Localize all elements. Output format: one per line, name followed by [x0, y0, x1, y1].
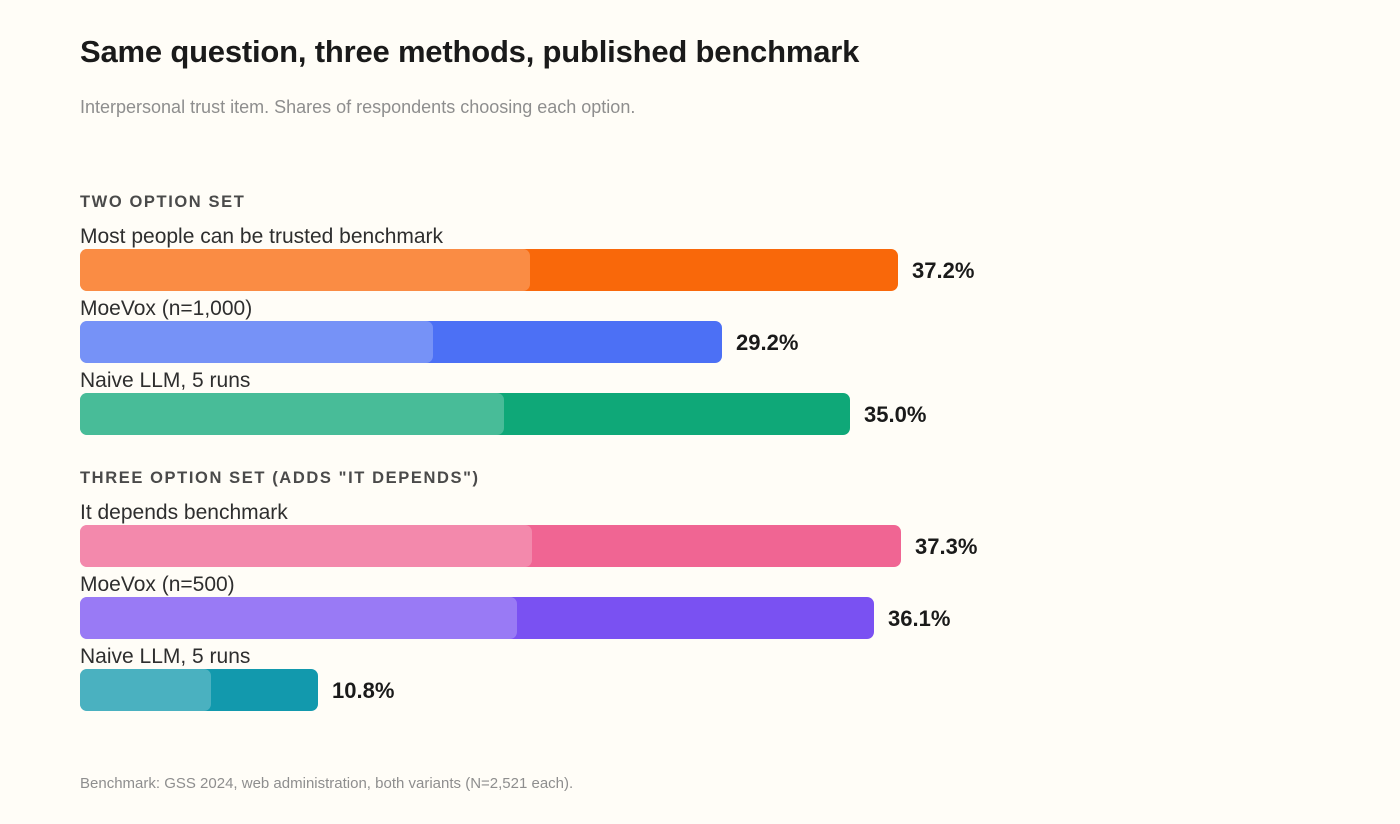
bar-highlight [80, 525, 532, 567]
bar [80, 669, 318, 711]
bar-highlight [80, 393, 504, 435]
bar [80, 525, 901, 567]
bar-highlight [80, 597, 517, 639]
group-heading: TWO OPTION SET [80, 193, 246, 211]
bar [80, 393, 850, 435]
group-heading: THREE OPTION SET (ADDS "IT DEPENDS") [80, 469, 480, 487]
bar [80, 249, 898, 291]
bar-value-label: 36.1% [888, 606, 951, 631]
bar-label: Most people can be trusted benchmark [80, 225, 444, 248]
bar-label: MoeVox (n=500) [80, 573, 235, 596]
bar-label: Naive LLM, 5 runs [80, 645, 251, 668]
chart-subtitle: Interpersonal trust item. Shares of resp… [80, 97, 636, 117]
bar-value-label: 37.3% [915, 534, 978, 559]
bar-label: Naive LLM, 5 runs [80, 369, 251, 392]
bar-label: It depends benchmark [80, 501, 288, 524]
bar-value-label: 37.2% [912, 258, 975, 283]
bar-label: MoeVox (n=1,000) [80, 297, 253, 320]
bar [80, 321, 722, 363]
chart-title: Same question, three methods, published … [80, 34, 860, 69]
chart-footnote: Benchmark: GSS 2024, web administration,… [80, 775, 574, 792]
bar-highlight [80, 249, 530, 291]
bar-value-label: 10.8% [332, 678, 395, 703]
bar-highlight [80, 321, 433, 363]
bar [80, 597, 874, 639]
bar-value-label: 35.0% [864, 402, 927, 427]
bar-highlight [80, 669, 211, 711]
bar-value-label: 29.2% [736, 330, 799, 355]
